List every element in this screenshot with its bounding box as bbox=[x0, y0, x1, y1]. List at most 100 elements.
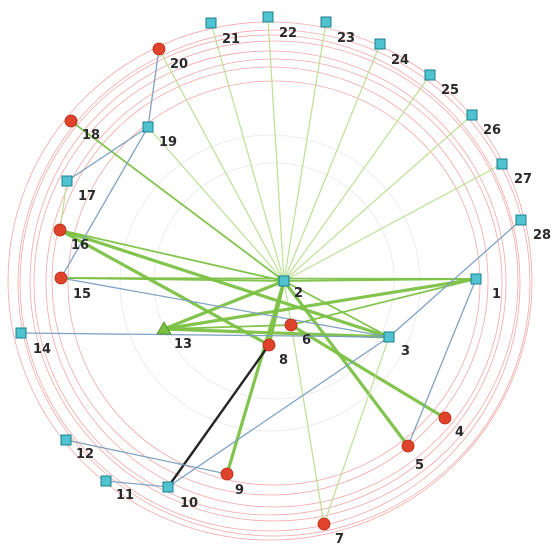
node-label: 16 bbox=[71, 238, 89, 253]
edge-2-26 bbox=[283, 114, 473, 282]
node-20: 20 bbox=[152, 42, 188, 72]
node-12: 12 bbox=[60, 434, 94, 462]
background-ring bbox=[51, 66, 489, 496]
background-ring bbox=[33, 50, 507, 516]
circle-icon bbox=[438, 411, 452, 425]
edge-13-1 bbox=[162, 277, 478, 331]
square-icon bbox=[61, 175, 73, 187]
edge-19-15 bbox=[60, 126, 149, 279]
node-2: 2 bbox=[278, 275, 303, 301]
node-label: 2 bbox=[294, 286, 303, 301]
node-label: 12 bbox=[76, 447, 94, 462]
node-13: 13 bbox=[156, 321, 192, 352]
node-label: 7 bbox=[335, 532, 344, 547]
circle-icon bbox=[262, 338, 276, 352]
node-28: 28 bbox=[515, 214, 551, 243]
node-label: 19 bbox=[159, 135, 177, 150]
square-icon bbox=[383, 331, 395, 343]
node-label: 10 bbox=[180, 496, 198, 511]
square-icon bbox=[374, 38, 386, 50]
square-icon bbox=[320, 16, 332, 28]
circle-icon bbox=[317, 517, 331, 531]
node-label: 9 bbox=[235, 483, 244, 498]
node-15: 15 bbox=[54, 271, 91, 302]
square-icon bbox=[15, 327, 27, 339]
edge-2-13 bbox=[162, 279, 286, 331]
edge-15-1 bbox=[60, 277, 477, 280]
node-5: 5 bbox=[401, 439, 424, 473]
edge-16-3 bbox=[58, 228, 391, 339]
square-icon bbox=[205, 17, 217, 29]
edge-15-3 bbox=[60, 277, 390, 338]
node-9: 9 bbox=[220, 467, 244, 498]
edge-11-10 bbox=[105, 480, 169, 488]
square-icon bbox=[470, 273, 482, 285]
node-26: 26 bbox=[466, 109, 501, 138]
node-label: 15 bbox=[73, 287, 91, 302]
square-icon bbox=[496, 158, 508, 170]
node-7: 7 bbox=[317, 517, 344, 547]
circle-icon bbox=[152, 42, 166, 56]
background-ring bbox=[45, 58, 503, 508]
edge-19-17 bbox=[66, 126, 149, 182]
node-label: 11 bbox=[116, 488, 134, 503]
circle-icon bbox=[64, 114, 78, 128]
node-label: 24 bbox=[391, 53, 409, 68]
edge-2-16 bbox=[59, 229, 285, 282]
node-label: 6 bbox=[302, 333, 311, 348]
edge-2-19 bbox=[147, 126, 285, 282]
circle-icon bbox=[284, 318, 298, 332]
node-27: 27 bbox=[496, 158, 532, 187]
node-label: 17 bbox=[78, 189, 96, 204]
edge-19-20 bbox=[147, 48, 160, 128]
edge-2-22 bbox=[267, 16, 285, 282]
node-24: 24 bbox=[374, 38, 409, 68]
edge-2-9 bbox=[225, 279, 286, 476]
circle-icon bbox=[220, 467, 234, 481]
square-icon bbox=[162, 481, 174, 493]
circle-icon bbox=[401, 439, 415, 453]
edge-2-20 bbox=[158, 48, 285, 282]
background-ring bbox=[29, 40, 519, 522]
node-6: 6 bbox=[284, 318, 311, 348]
concentric-rings bbox=[7, 21, 533, 541]
node-8: 8 bbox=[262, 338, 288, 368]
square-icon bbox=[515, 214, 527, 226]
edge-12-9 bbox=[65, 439, 228, 475]
edge-1-5 bbox=[407, 278, 477, 447]
node-label: 25 bbox=[441, 83, 459, 98]
node-16: 16 bbox=[53, 223, 89, 253]
node-label: 26 bbox=[483, 123, 501, 138]
node-22: 22 bbox=[262, 11, 297, 41]
node-18: 18 bbox=[64, 114, 100, 143]
square-icon bbox=[424, 69, 436, 81]
node-label: 4 bbox=[455, 425, 464, 440]
edge-2-23 bbox=[283, 21, 327, 282]
triangle-icon bbox=[156, 321, 172, 335]
background-ring bbox=[67, 80, 481, 486]
edge-3-28 bbox=[388, 219, 522, 338]
node-label: 18 bbox=[82, 128, 100, 143]
edge-17-16 bbox=[59, 180, 68, 231]
background-ring bbox=[17, 29, 531, 537]
edge-6-4 bbox=[289, 323, 447, 420]
square-icon bbox=[100, 475, 112, 487]
edge-2-27 bbox=[283, 163, 503, 282]
background-ring bbox=[19, 34, 521, 532]
square-icon bbox=[262, 11, 274, 23]
node-21: 21 bbox=[205, 17, 240, 47]
edge-3-10 bbox=[167, 336, 390, 488]
edge-13-6 bbox=[163, 324, 292, 330]
edge-13-3 bbox=[162, 327, 391, 339]
edges-layer bbox=[20, 16, 522, 525]
node-1: 1 bbox=[470, 273, 501, 302]
node-4: 4 bbox=[438, 411, 464, 440]
node-10: 10 bbox=[162, 481, 198, 511]
node-label: 22 bbox=[279, 26, 297, 41]
node-label: 23 bbox=[337, 31, 355, 46]
node-label: 20 bbox=[170, 57, 188, 72]
circle-icon bbox=[53, 223, 67, 237]
edge-6-1 bbox=[290, 278, 477, 326]
